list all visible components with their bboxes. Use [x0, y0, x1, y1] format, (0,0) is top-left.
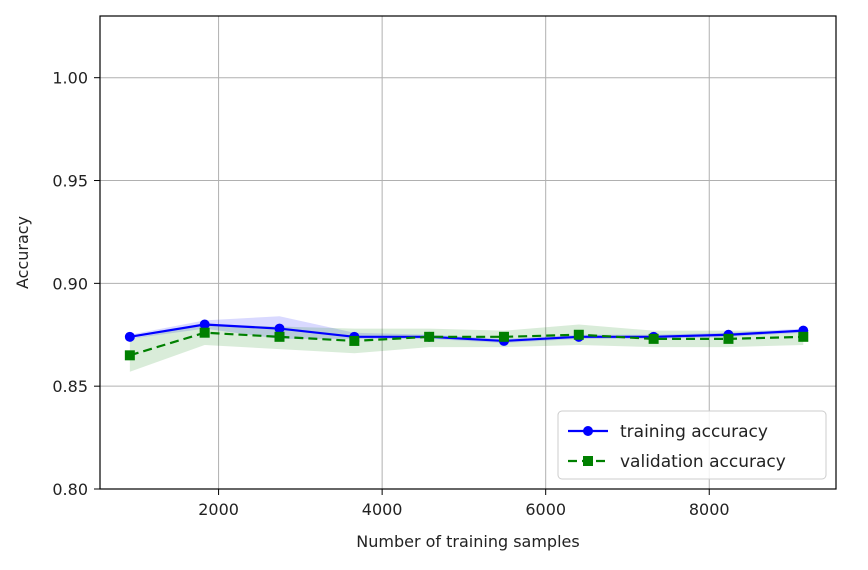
x-tick-label: 6000: [525, 500, 566, 519]
confidence-bands: [129, 316, 804, 372]
data-point: [124, 350, 135, 361]
series-line: [129, 323, 804, 343]
data-point: [124, 331, 135, 342]
y-tick-label: 0.80: [52, 480, 88, 499]
y-tick-label: 1.00: [52, 69, 88, 88]
series-markers: [124, 319, 809, 361]
series-line: [129, 331, 804, 357]
axis-ticks: 2000 4000 6000 8000 0.80 0.85 0.90 0.95 1.00: [52, 69, 729, 519]
legend-label: training accuracy: [620, 422, 768, 442]
x-tick-label: 8000: [689, 500, 730, 519]
data-point: [199, 327, 210, 338]
y-tick-label: 0.85: [52, 377, 88, 396]
y-tick-label: 0.95: [52, 172, 88, 191]
legend-marker: [583, 456, 593, 466]
data-point: [498, 331, 509, 342]
confidence-band: [129, 324, 804, 372]
x-axis-label: Number of training samples: [356, 532, 579, 551]
legend-label: validation accuracy: [620, 452, 786, 472]
data-point: [723, 333, 734, 344]
series-lines: [129, 323, 804, 357]
legend-marker: [583, 426, 593, 436]
data-point: [648, 333, 659, 344]
legend-box: [557, 410, 827, 480]
plot-area-frame: [99, 15, 837, 490]
y-tick-label: 0.90: [52, 274, 88, 293]
data-point: [274, 323, 285, 334]
x-tick-label: 2000: [198, 500, 239, 519]
y-axis-label: Accuracy: [13, 216, 32, 289]
data-point: [274, 331, 285, 342]
data-point: [199, 319, 210, 330]
legend: training accuracy validation accuracy: [557, 410, 827, 480]
x-tick-label: 4000: [362, 500, 403, 519]
data-point: [424, 331, 435, 342]
data-point: [798, 331, 809, 342]
data-point: [573, 329, 584, 340]
data-point: [349, 335, 360, 346]
